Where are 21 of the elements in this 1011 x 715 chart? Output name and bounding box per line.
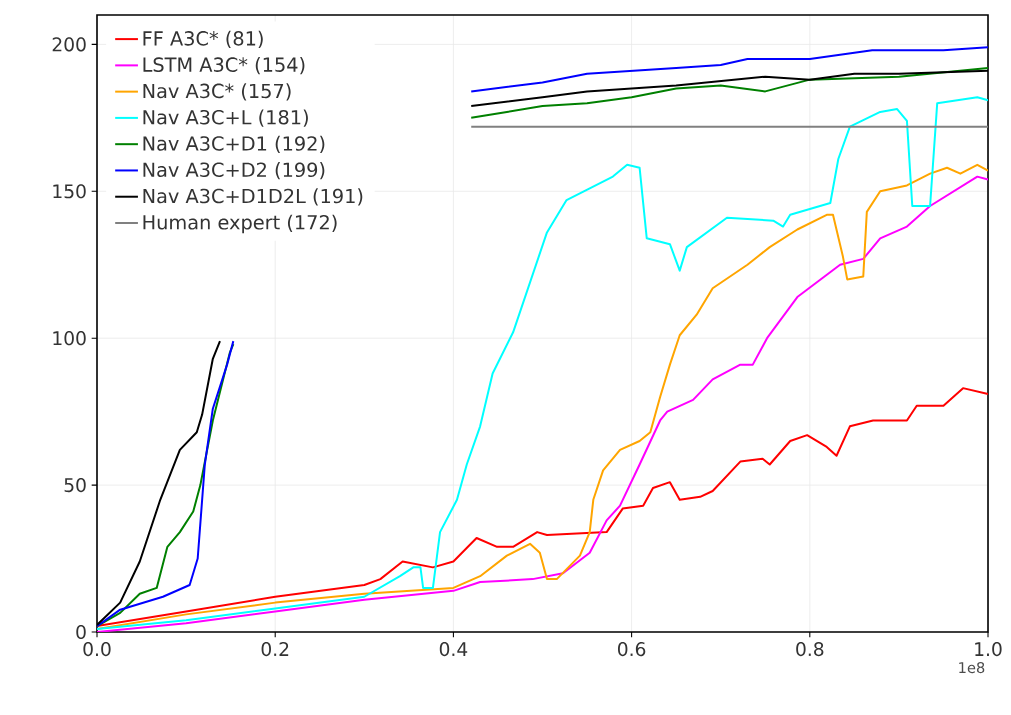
legend-label: Nav A3C+D1 (192) bbox=[143, 135, 325, 154]
y-tick-label: 150 bbox=[53, 184, 86, 199]
legend-label: Nav A3C+D2 (199) bbox=[143, 162, 325, 180]
line-series bbox=[97, 387, 989, 628]
y-tick-label: 0 bbox=[76, 624, 86, 640]
x-tick-label: 0.4 bbox=[439, 642, 468, 657]
legend-label: LSTM A3C* (154) bbox=[143, 57, 305, 75]
y-tick-label: 100 bbox=[53, 331, 86, 346]
legend-label: Nav A3C+D1D2L (191) bbox=[143, 188, 363, 206]
x-tick-label: 0.6 bbox=[618, 642, 646, 657]
legend-label: Nav A3C* (157) bbox=[143, 83, 291, 101]
x-tick-label: 0.2 bbox=[261, 642, 289, 657]
x-tick-label: 1.0 bbox=[975, 642, 1002, 657]
y-tick-label: 200 bbox=[52, 37, 86, 52]
x-tick-label: 0.0 bbox=[83, 642, 111, 657]
legend-label: FF A3C* (81) bbox=[143, 30, 263, 48]
x-tick-label: 0.8 bbox=[796, 642, 824, 657]
legend-label: Human expert (172) bbox=[143, 214, 337, 234]
y-tick-label: 50 bbox=[64, 478, 86, 493]
legend-label: Nav A3C+L (181) bbox=[143, 109, 308, 127]
text: 1e8 bbox=[959, 662, 985, 674]
